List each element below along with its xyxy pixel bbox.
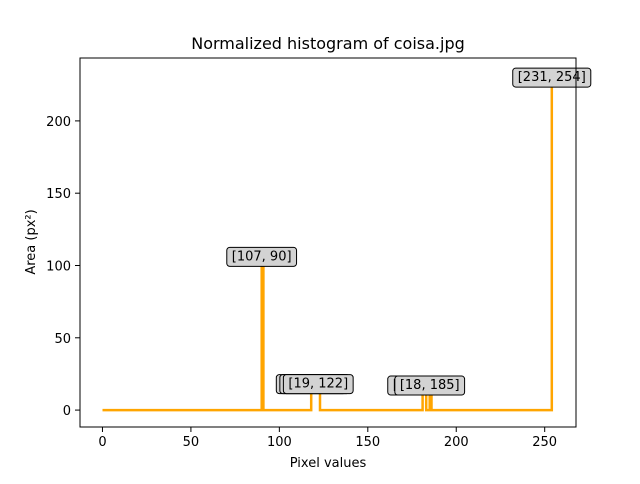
y-tick-label: 100	[46, 259, 71, 274]
y-tick-label: 50	[54, 332, 71, 347]
annotation-label: [107, 90]	[232, 249, 292, 264]
annotation-label: [19, 122]	[288, 377, 348, 392]
x-tick-label: 50	[183, 435, 200, 450]
x-axis-ticks: 0 50 100 150 200 250	[98, 427, 557, 450]
plot-area	[102, 74, 554, 412]
x-tick-label: 200	[444, 435, 469, 450]
annotation-box	[394, 375, 466, 396]
annotation-box	[282, 374, 354, 395]
annotation: [18, 185]	[394, 375, 466, 396]
annotation: [107, 90]	[226, 246, 298, 267]
y-tick-label: 150	[46, 187, 71, 202]
x-tick-label: 250	[532, 435, 557, 450]
chart-title: Normalized histogram of coisa.jpg	[191, 34, 465, 53]
annotations: [107, 90][19, 122][19, 122][19, 122][18,…	[226, 67, 592, 396]
annotation: [231, 254]	[512, 67, 592, 88]
y-axis-ticks: 0 50 100 150 200	[46, 115, 80, 419]
annotation-box	[226, 246, 298, 267]
annotation-label: [231, 254]	[518, 70, 586, 85]
x-tick-label: 150	[355, 435, 380, 450]
y-tick-label: 0	[63, 404, 71, 419]
annotation-label: [18, 185]	[400, 378, 460, 393]
series-line-0	[102, 74, 554, 412]
x-axis-label: Pixel values	[290, 456, 367, 471]
annotation: [19, 122]	[282, 374, 354, 395]
y-axis-label: Area (px²)	[24, 209, 39, 274]
x-tick-label: 0	[98, 435, 106, 450]
annotation-box	[512, 67, 592, 88]
y-tick-label: 200	[46, 115, 71, 130]
axes-frame	[79, 57, 577, 428]
x-tick-label: 100	[267, 435, 292, 450]
